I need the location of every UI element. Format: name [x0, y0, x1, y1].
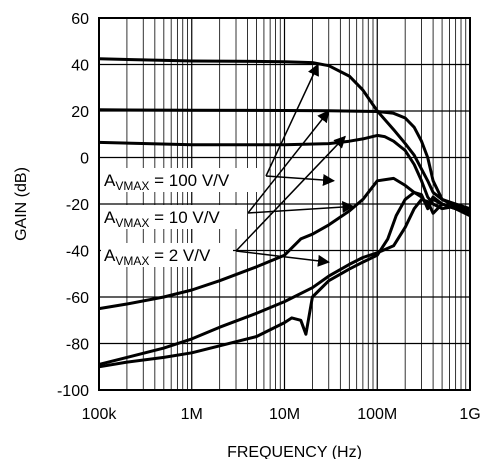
x-tick-label: 10M — [269, 406, 300, 423]
y-tick-label: -60 — [66, 290, 89, 307]
label-subscript: VMAX — [115, 254, 149, 268]
y-tick-label: 60 — [71, 11, 89, 28]
annotation-arrow — [235, 250, 330, 267]
label-suffix: = 2 V/V — [149, 246, 211, 265]
label-prefix: A — [104, 208, 116, 227]
gain-curve — [98, 108, 471, 213]
leakage-curve — [98, 176, 471, 311]
gain-curve — [98, 133, 471, 213]
label-background — [101, 205, 245, 229]
x-axis-title: FREQUENCY (Hz) — [227, 444, 362, 459]
label-prefix: A — [104, 171, 116, 190]
series-label: AVMAX = 2 V/V — [104, 246, 211, 268]
annotation-arrow — [247, 201, 355, 214]
y-tick-label: -100 — [57, 383, 89, 400]
y-tick-label: 0 — [80, 151, 89, 168]
plot-frame — [98, 17, 471, 391]
label-background — [101, 243, 233, 267]
tick-labels: 60 40 20 0 -20 -40 -60 -80 -100 100k 1M 10M 100M 1G — [57, 11, 481, 423]
label-prefix: A — [104, 246, 116, 265]
y-tick-label: -40 — [66, 244, 89, 261]
grid — [98, 17, 470, 391]
label-subscript: VMAX — [115, 216, 149, 230]
label-subscript: VMAX — [115, 179, 149, 193]
x-tick-label: 100k — [82, 406, 118, 423]
leakage-curve — [98, 197, 471, 366]
series-label: AVMAX = 10 V/V — [104, 208, 220, 230]
y-tick-label: -80 — [66, 337, 89, 354]
label-suffix: = 100 V/V — [149, 171, 230, 190]
annotation-arrow — [265, 63, 319, 177]
y-tick-label: -20 — [66, 197, 89, 214]
y-tick-label: 20 — [71, 104, 89, 121]
y-tick-label: 40 — [71, 58, 89, 75]
series-label: AVMAX = 100 V/V — [104, 171, 230, 193]
y-axis-title: GAIN (dB) — [13, 167, 30, 241]
annotation-arrow — [247, 110, 330, 214]
label-background — [101, 168, 263, 192]
leakage-curve — [98, 190, 471, 369]
label-suffix: = 10 V/V — [149, 208, 220, 227]
x-tick-label: 1G — [459, 406, 480, 423]
x-tick-label: 1M — [181, 406, 203, 423]
annotation-arrow — [235, 135, 346, 252]
curves — [98, 57, 471, 369]
x-tick-label: 100M — [357, 406, 397, 423]
